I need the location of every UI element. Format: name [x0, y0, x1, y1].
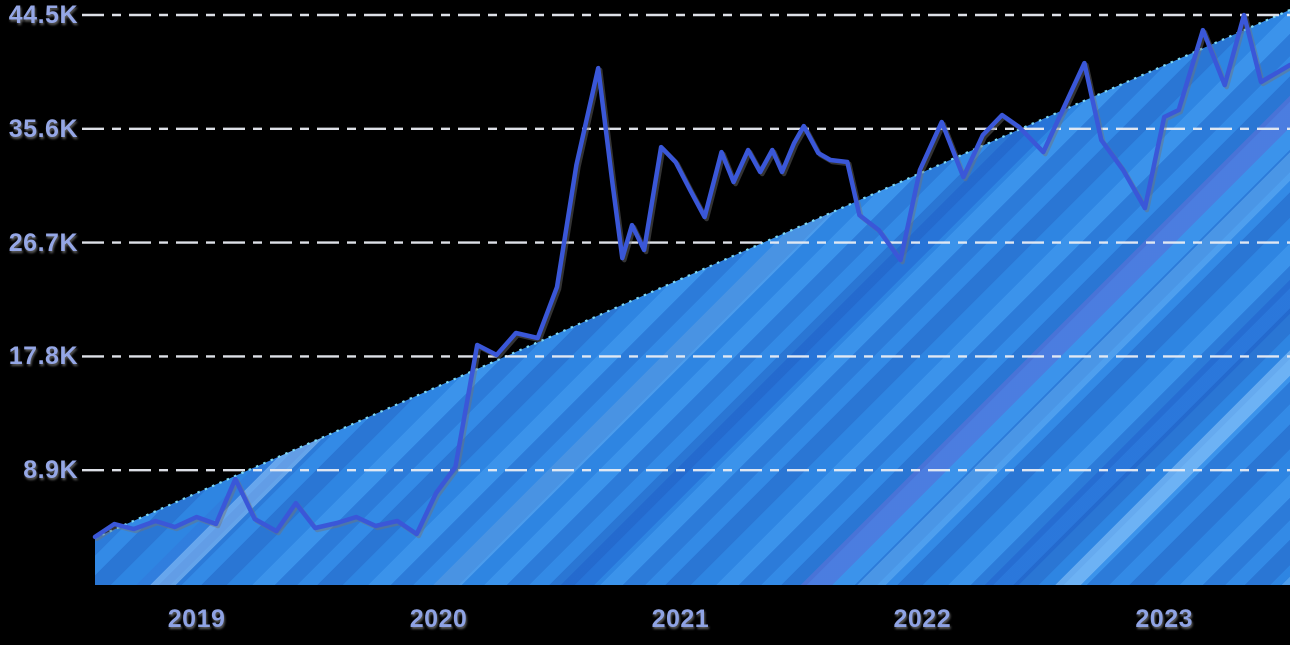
y-tick-label: 44.5K — [8, 1, 78, 29]
x-tick-label: 2020 — [409, 605, 468, 633]
x-tick-label: 2021 — [651, 605, 710, 633]
line-series-path — [92, 12, 1290, 540]
y-tick-label: 35.6K — [8, 114, 78, 143]
y-tick-label: 26.7K — [8, 228, 78, 257]
line-series — [92, 12, 1290, 540]
x-tick-label: 2019 — [167, 605, 226, 633]
gridlines — [82, 13, 1290, 472]
x-tick-label: 2023 — [1135, 605, 1194, 633]
y-tick-label: 8.9K — [23, 456, 78, 485]
area-top-edge-dotted — [94, 8, 1290, 539]
x-tick-label: 2022 — [893, 605, 952, 633]
y-tick-label: 17.8K — [8, 342, 78, 371]
area-edge-line — [94, 8, 1290, 539]
